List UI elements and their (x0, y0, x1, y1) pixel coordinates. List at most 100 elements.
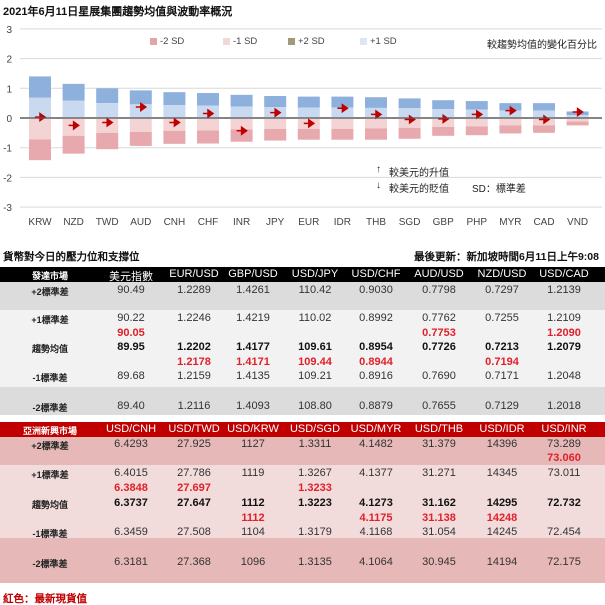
column-header-gbp-usd: GBP/USD (228, 268, 278, 280)
bar-minus1sd (264, 118, 287, 129)
level-value: 14396 (486, 438, 518, 450)
legend-minus1sd: -1 SD (223, 36, 257, 47)
spot-value: 27.697 (177, 482, 211, 494)
level-value: 1.2139 (547, 284, 581, 296)
x-tick-label: MYR (499, 217, 521, 228)
column-header-usd-cnh: USD/CNH (105, 423, 157, 435)
bar-plus1sd (331, 107, 354, 118)
table-header-row (0, 267, 605, 282)
annotation-appreciation: 較美元的升值 (389, 168, 449, 179)
row-band (0, 282, 605, 310)
level-value: 1.4219 (236, 312, 270, 324)
spot-value: 1112 (241, 512, 265, 524)
spot-value: 90.05 (117, 327, 145, 339)
bar-plus2sd (29, 76, 51, 98)
y-tick-label: 2 (6, 55, 12, 66)
bar-minus1sd (465, 118, 488, 127)
level-value: 0.8916 (359, 370, 393, 382)
current-value-arrow (102, 117, 114, 128)
legend-label: +2 SD (298, 36, 325, 47)
current-value-arrow (371, 109, 383, 120)
x-tick-label: TWD (96, 217, 119, 228)
current-value-arrow (471, 109, 484, 120)
bar-plus1sd (297, 107, 320, 118)
level-value: 1.4177 (236, 341, 270, 353)
column-header-usd-inr: USD/INR (541, 423, 587, 435)
bar-minus2sd (465, 126, 488, 136)
y-tick-label: -1 (3, 144, 12, 155)
level-value: 31.379 (422, 438, 456, 450)
x-tick-label: GBP (433, 217, 454, 228)
bar-minus2sd (96, 132, 119, 150)
x-tick-label: IDR (334, 217, 351, 228)
chart-subtitle: 較趨勢均值的變化百分比 (487, 40, 597, 51)
row-band (0, 465, 605, 538)
column-header-usd-jpy: USD/JPY (291, 268, 339, 280)
level-value: 31.162 (422, 497, 456, 509)
level-value: 6.3737 (114, 497, 148, 509)
bar-plus1sd (29, 97, 51, 118)
x-tick-label: CNH (164, 217, 186, 228)
level-value: 89.68 (117, 370, 145, 382)
level-value: 109.21 (298, 370, 332, 382)
spot-value: 1.4171 (236, 356, 270, 368)
column-header-usd-chf: USD/CHF (351, 268, 401, 280)
x-tick-label: EUR (298, 217, 319, 228)
table-header-label: 亞洲新興市場 (22, 426, 77, 436)
bar-plus2sd (432, 100, 455, 110)
y-tick-label: 0 (6, 114, 12, 125)
level-value: 0.7762 (422, 312, 456, 324)
spot-value: 1.2090 (547, 327, 581, 339)
level-value: 1112 (241, 497, 265, 509)
level-value: 1104 (241, 526, 265, 538)
level-value: 1.3223 (298, 497, 332, 509)
level-value: 72.454 (547, 526, 581, 538)
spot-value: 109.44 (298, 356, 332, 368)
level-value: 27.925 (177, 438, 211, 450)
column-header-aud-usd: AUD/USD (414, 268, 464, 280)
bar-minus1sd (365, 118, 387, 129)
row-band (0, 538, 605, 583)
level-value: 31.054 (422, 526, 456, 538)
annotation-sd-note: SD：標準差 (472, 184, 526, 195)
spot-value: 14248 (486, 512, 518, 524)
level-value: 1.3267 (298, 467, 332, 479)
row-label: +1標準差 (31, 470, 69, 480)
bar-plus2sd (163, 92, 186, 106)
table-header-row (0, 422, 605, 437)
current-value-arrow (135, 102, 148, 112)
bar-minus2sd (129, 131, 152, 146)
spot-value: 6.3848 (114, 482, 148, 494)
row-label: -2標準差 (32, 559, 68, 569)
spot-value: 0.8944 (359, 356, 393, 368)
bar-minus2sd (398, 127, 421, 139)
column-header-usd-krw: USD/KRW (227, 423, 279, 435)
level-value: 6.3181 (114, 556, 148, 568)
level-value: 0.7171 (485, 370, 519, 382)
level-value: 1.2109 (547, 312, 581, 324)
column-header-usd-thb: USD/THB (414, 423, 464, 435)
current-value-arrow (169, 117, 181, 128)
row-label: 趨勢均值 (31, 500, 68, 510)
spot-value: 0.7194 (485, 356, 519, 368)
spot-value: 1.2178 (177, 356, 211, 368)
level-value: 0.7726 (422, 341, 456, 353)
spot-value: 31.138 (422, 512, 456, 524)
row-band (0, 437, 605, 465)
bar-minus2sd (197, 130, 219, 144)
y-tick-label: -2 (3, 173, 12, 184)
bar-minus2sd (297, 128, 320, 140)
x-tick-label: AUD (130, 217, 151, 228)
bar-minus2sd (533, 125, 555, 133)
bar-minus1sd (331, 118, 354, 129)
row-label: -1標準差 (32, 529, 68, 539)
x-tick-label: SGD (399, 217, 421, 228)
legend-label: +1 SD (370, 36, 397, 47)
level-value: 27.786 (177, 467, 211, 479)
level-value: 1.3311 (298, 438, 332, 450)
bar-minus2sd (432, 126, 455, 136)
level-value: 0.7255 (485, 312, 519, 324)
x-tick-label: PHP (467, 217, 488, 228)
bar-minus2sd (264, 128, 287, 141)
bar-plus2sd (197, 93, 219, 106)
